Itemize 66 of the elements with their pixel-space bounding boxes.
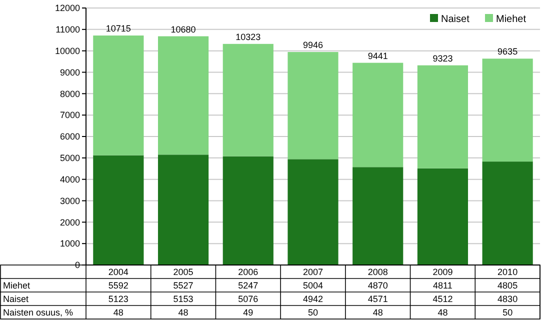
bar [158,36,209,155]
data-label: 4512 [432,294,453,304]
bar [417,168,468,265]
y-tick-label: 8000 [60,88,80,99]
bar [158,154,209,265]
y-tick-label: 10000 [54,46,80,56]
y-tick-label: 12000 [54,3,80,14]
legend-label: Naiset [441,14,470,25]
x-tick-label: 2008 [368,266,388,277]
x-tick-label: 2005 [173,266,194,277]
x-tick-label: 2010 [498,266,518,277]
bar [288,159,338,265]
text: 50 [502,307,513,318]
text: 48 [113,307,124,318]
legend-label: Miehet [496,14,526,25]
data-label: 4942 [302,294,324,304]
data-label: 5004 [302,280,324,290]
bar [93,155,144,265]
x-tick-label: 2007 [302,266,324,277]
y-tick-label: 4000 [60,174,80,184]
y-tick-label: 11000 [56,24,80,35]
text: 48 [438,307,448,318]
bar [352,167,404,265]
y-tick-label: 2000 [60,217,80,228]
text: 49 [243,307,254,318]
bar [417,65,468,168]
bar [352,62,404,168]
data-label: 4830 [498,294,518,304]
total-label: 10680 [170,24,196,34]
total-label: 9441 [368,50,388,61]
y-tick-label: 9000 [60,67,80,78]
data-label: 4571 [368,294,388,304]
y-tick-label: 7000 [60,110,80,120]
y-tick-label: 5000 [60,153,80,164]
data-label: 4811 [433,280,452,290]
data-label: 4805 [498,280,518,290]
data-label: 5527 [173,280,194,290]
data-label: 5247 [238,280,258,290]
bar [482,162,533,265]
data-label: 5153 [173,294,194,304]
bar [222,156,274,265]
total-label: 10715 [106,24,131,34]
x-tick-label: 2006 [238,266,258,277]
bar [288,52,338,160]
text: Naisten osuus, % [3,307,74,318]
total-label: 10323 [236,32,261,42]
data-label: 5123 [108,294,128,304]
text: 48 [178,307,188,318]
bar [482,58,533,162]
text: 50 [308,307,318,318]
x-tick-label: 2004 [108,266,128,277]
y-tick-label: 3000 [60,196,80,206]
data-label: 5592 [108,280,128,290]
data-label: 5076 [238,294,258,304]
total-label: 9635 [498,46,518,57]
text: 48 [372,307,383,318]
bar [222,44,274,156]
x-tick-label: 2009 [432,266,453,277]
y-tick-label: 1000 [60,238,80,249]
text: Miehet [3,280,30,290]
total-label: 9946 [302,40,324,50]
y-tick-label: 6000 [60,132,80,142]
total-label: 9323 [432,53,453,64]
data-label: 4870 [368,280,388,290]
bar [93,36,144,156]
text: Naiset [3,294,29,304]
